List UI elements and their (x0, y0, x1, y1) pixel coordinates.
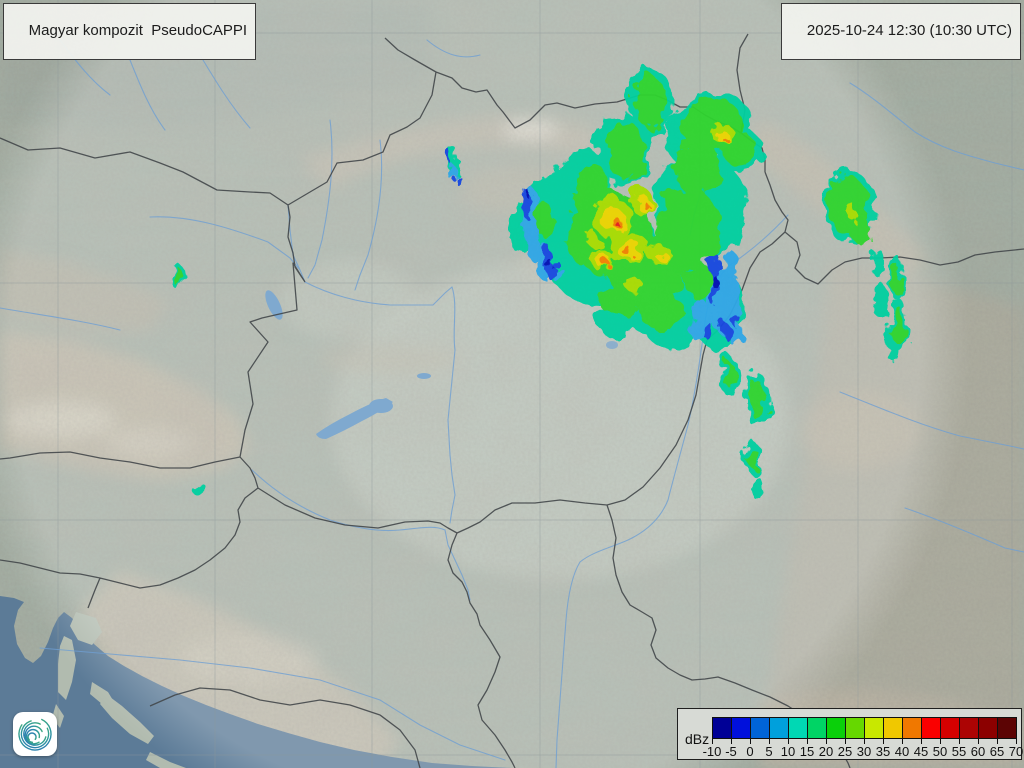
echo-layer-navy-neg5dbz (528, 192, 719, 289)
hungaromet-logo (13, 712, 57, 756)
legend-tick (959, 738, 960, 744)
legend-tick-label: 35 (875, 744, 891, 759)
legend-tick-label: 65 (989, 744, 1005, 759)
legend-tick-label: 15 (799, 744, 815, 759)
legend-tick (1016, 738, 1017, 744)
legend-tick-label: 60 (970, 744, 986, 759)
dbz-legend: dBz -10 -5 0 5 10 15 20 25 30 35 40 45 50 55 60 65 70 (677, 708, 1024, 760)
timestamp-text: 2025-10-24 12:30 (10:30 UTC) (806, 22, 1012, 39)
spiral-icon (18, 717, 52, 751)
legend-cell (940, 717, 960, 739)
echo-layer-cyan-5dbz (446, 162, 743, 347)
legend-cell (712, 717, 732, 739)
legend-tick (845, 738, 846, 744)
country-borders (0, 33, 1024, 768)
legend-tick (864, 738, 865, 744)
legend-tick (940, 738, 941, 744)
legend-cell (807, 717, 827, 739)
legend-tick (807, 738, 808, 744)
lake-velence (417, 373, 431, 379)
radar-echoes (170, 68, 908, 498)
legend-tick (750, 738, 751, 744)
lake-neusiedl (265, 290, 283, 320)
legend-tick-label: 30 (856, 744, 872, 759)
legend-tick-label: 5 (765, 744, 773, 759)
legend-tick-label: 45 (913, 744, 929, 759)
legend-tick (788, 738, 789, 744)
lake-balaton-ne (369, 399, 393, 413)
echo-layer-red-45dbz (614, 221, 618, 225)
legend-tick-label: 55 (951, 744, 967, 759)
legend-tick-label: 50 (932, 744, 948, 759)
legend-tick (826, 738, 827, 744)
legend-tick-label: -10 (702, 744, 722, 759)
legend-tick-label: 25 (837, 744, 853, 759)
legend-cell (788, 717, 808, 739)
legend-tick-label: -5 (725, 744, 737, 759)
rivers (0, 39, 1024, 768)
legend-tick (731, 738, 732, 744)
legend-tick (902, 738, 903, 744)
legend-cell (750, 717, 770, 739)
legend-tick (883, 738, 884, 744)
product-label: Magyar kompozit PseudoCAPPI (28, 22, 248, 39)
echo-layer-orange-40dbz (602, 136, 727, 266)
legend-color-bar (712, 717, 1017, 739)
lake-tisza (606, 341, 618, 349)
legend-cell (997, 717, 1017, 739)
legend-tick (712, 738, 713, 744)
product-label-badge: Magyar kompozit PseudoCAPPI (3, 3, 257, 60)
legend-cell (883, 717, 903, 739)
legend-tick-label: 40 (894, 744, 910, 759)
legend-tick (997, 738, 998, 744)
legend-tick (921, 738, 922, 744)
radar-coverage-circle (0, 0, 970, 768)
echo-layer-blue-0dbz (445, 149, 738, 340)
legend-unit-label: dBz (685, 731, 710, 747)
legend-tick-label: 70 (1008, 744, 1024, 759)
legend-tick (769, 738, 770, 744)
legend-cell (845, 717, 865, 739)
legend-cell (769, 717, 789, 739)
legend-tick-label: 0 (746, 744, 754, 759)
legend-cell (826, 717, 846, 739)
legend-cell (959, 717, 979, 739)
timestamp-badge: 2025-10-24 12:30 (10:30 UTC) (781, 3, 1021, 60)
legend-cell (978, 717, 998, 739)
legend-cell (902, 717, 922, 739)
legend-tick-label: 10 (780, 744, 796, 759)
lakes (265, 290, 618, 439)
legend-tick (978, 738, 979, 744)
legend-cell (921, 717, 941, 739)
legend-cell (731, 717, 751, 739)
legend-tick-label: 20 (818, 744, 834, 759)
legend-cell (864, 717, 884, 739)
